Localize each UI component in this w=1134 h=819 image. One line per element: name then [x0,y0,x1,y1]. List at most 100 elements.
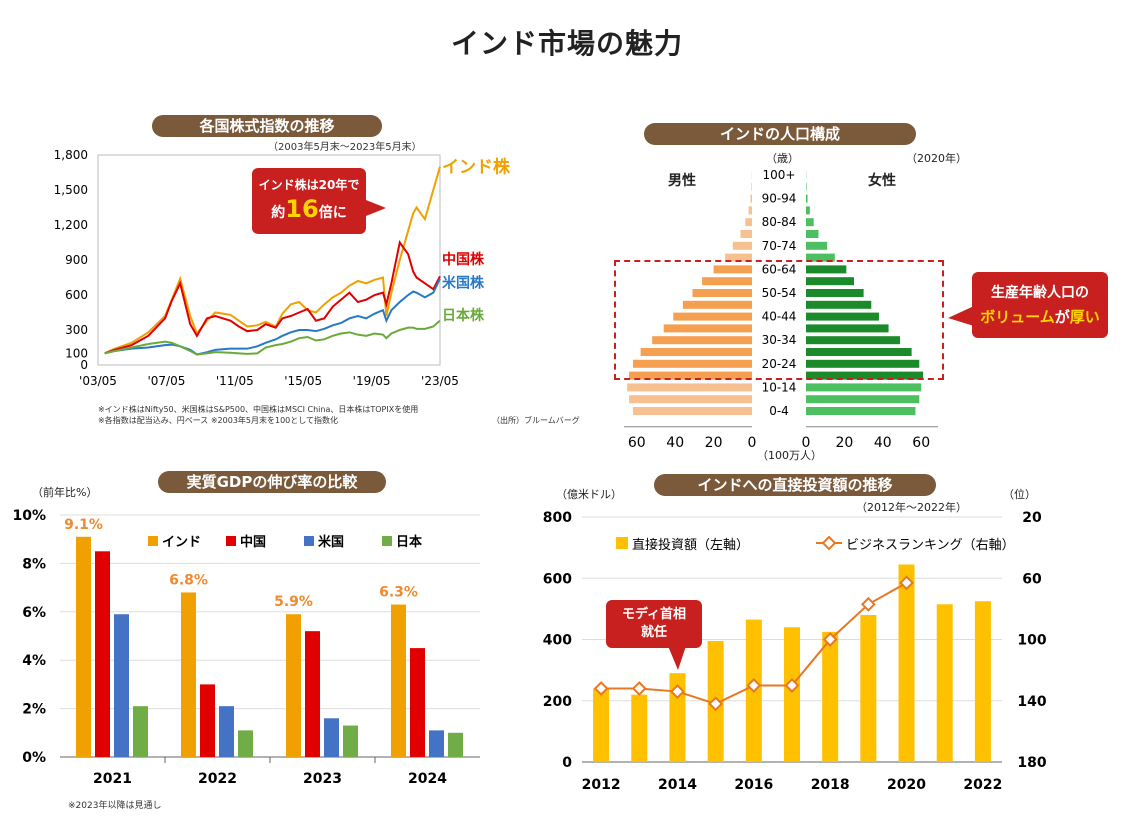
ranking-marker [708,696,724,712]
legend-swatch [226,536,236,546]
series-line [104,319,441,356]
legend-label: 中国 [240,534,266,550]
female-bar [806,359,920,368]
y-tick-label: 100 [65,346,88,360]
y-tick-label: 0% [22,750,46,766]
ranking-marker [670,684,685,699]
male-bar [745,218,752,227]
y-left-tick: 600 [543,571,572,587]
stock-callout: インド株は20年で 約16倍に [252,168,366,234]
fdi-bar [784,627,800,762]
y-tick-label: 4% [22,653,46,669]
x-tick-label: 2023 [303,771,342,787]
pyramid-year: （2020年） [906,152,967,165]
gdp-bar [238,730,253,757]
male-x-tick: 40 [666,435,684,450]
plot-frame [97,154,441,366]
y-tick-label: 2% [22,702,46,718]
y-left-tick: 400 [543,633,572,649]
series-label: 中国株 [442,251,485,268]
male-bar [640,348,752,356]
ranking-marker [746,678,762,693]
male-x-tick: 60 [628,435,646,450]
y-right-tick: 20 [1022,510,1042,526]
y-tick-label: 300 [65,323,88,337]
male-bar [748,206,752,215]
fdi-bar [936,604,953,762]
gdp-data-label: 6.3% [379,585,418,601]
panel4-title: インドへの直接投資額の推移 [654,474,936,496]
y-left-tick: 800 [543,510,572,526]
x-tick-label: '23/05 [421,374,459,388]
male-bar [725,253,752,262]
legend-label: 日本 [396,534,422,550]
x-tick-label: 2018 [811,777,850,793]
female-bar [806,336,901,345]
female-label: 女性 [868,173,896,189]
modi-callout: モディ首相 就任 [606,600,702,648]
y-tick-label: 6% [22,605,46,621]
female-bar [806,324,889,333]
y-right-tick: 100 [1017,633,1046,649]
x-tick-label: 2021 [93,771,132,787]
male-x-tick: 20 [705,435,723,450]
ranking-marker [822,632,838,647]
male-bar [663,324,752,333]
series-label: 日本株 [442,307,485,324]
gdp-bar [181,592,196,757]
y-right-tick: 60 [1022,571,1042,587]
female-bar [806,395,920,404]
female-bar [806,300,872,309]
legend-swatch [148,536,158,546]
ranking-marker [593,681,609,696]
panel1-period: （2003年5月末～2023年5月末） [268,142,422,153]
age-unit: （歳） [766,152,799,165]
gdp-data-label: 6.8% [169,572,208,588]
series-label: 米国株 [442,274,485,291]
y-tick-label: 600 [65,288,88,302]
fdi-bar [860,615,877,762]
legend-label: 直接投資額（左軸） [632,537,749,553]
panel1-note2: ※各指数は配当込み、円ベース ※2003年5月末を100として指数化 [98,416,339,425]
female-bar [806,194,808,203]
fdi-period: （2012年～2022年） [856,501,967,514]
female-x-tick: 20 [835,435,853,450]
x-tick-label: '15/05 [284,374,322,388]
y-tick-label: 10% [12,508,46,524]
age-tick-label: 20-24 [762,357,797,371]
female-bar [806,230,819,238]
male-bar [751,182,752,191]
fdi-left-unit: （億米ドル） [556,488,622,501]
legend-swatch [616,537,628,549]
female-bar [806,241,828,250]
male-label: 男性 [668,173,696,189]
female-bar [806,206,810,215]
male-bar [627,383,752,392]
female-x-tick: 40 [874,435,892,450]
fdi-bar [822,631,839,762]
ranking-marker [899,575,914,591]
fdi-bar [593,688,610,762]
x-tick-label: 2016 [734,777,773,793]
y-right-tick: 180 [1017,755,1046,771]
female-x-tick: 0 [802,435,811,450]
female-bar [806,265,847,274]
female-x-tick: 60 [912,435,930,450]
gdp-growth-chart: 0% 2% 4% 6% 8% 10% 9.1% 2021 6.8% 2022 5.9% 2023 6.3… [12,508,480,787]
stock-callout-suffix: 倍に [318,205,347,221]
fdi-bar [898,564,915,762]
population-callout-mid: が [1054,308,1070,326]
male-bar [652,336,752,345]
legend-label: 米国 [318,534,344,550]
population-pyramid: 100+ 90-94 80-84 70-74 60-64 50-54 40-44 30-34 2… [624,168,938,450]
population-callout-highlight: ボリューム [980,308,1055,326]
panel1-note1: ※インド株はNifty50、米国株はS&P500、中国株はMSCI China、… [98,405,419,414]
population-callout: 生産年齢人口の ボリュームが厚い [972,272,1108,338]
gdp-bar [429,730,444,757]
panel2-title: インドの人口構成 [644,123,916,145]
ranking-marker [860,596,876,612]
male-bar [632,359,752,368]
x-tick-label: 2020 [887,777,926,793]
male-x-tick: 0 [748,435,757,450]
